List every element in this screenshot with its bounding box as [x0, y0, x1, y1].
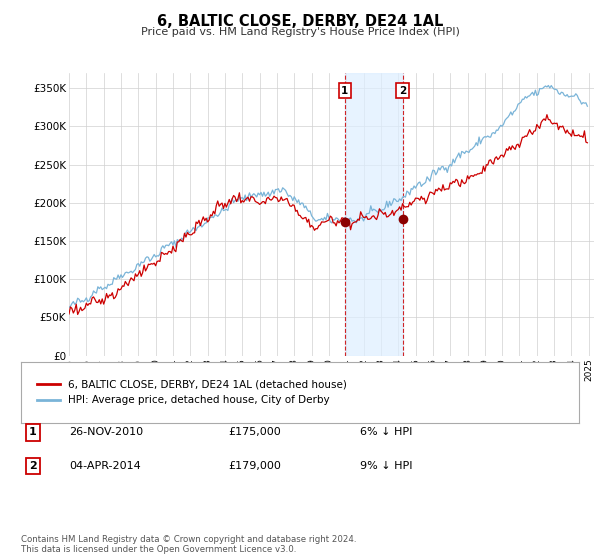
Text: 6, BALTIC CLOSE, DERBY, DE24 1AL: 6, BALTIC CLOSE, DERBY, DE24 1AL — [157, 14, 443, 29]
Bar — [345, 73, 403, 356]
Text: 26-NOV-2010: 26-NOV-2010 — [69, 427, 143, 437]
Text: Contains HM Land Registry data © Crown copyright and database right 2024.
This d: Contains HM Land Registry data © Crown c… — [21, 535, 356, 554]
Text: £179,000: £179,000 — [228, 461, 281, 471]
Text: 1: 1 — [29, 427, 37, 437]
Text: Price paid vs. HM Land Registry's House Price Index (HPI): Price paid vs. HM Land Registry's House … — [140, 27, 460, 38]
Text: 9% ↓ HPI: 9% ↓ HPI — [360, 461, 413, 471]
Text: 1: 1 — [341, 86, 349, 96]
Text: 2: 2 — [399, 86, 406, 96]
Text: 2: 2 — [29, 461, 37, 471]
Text: 04-APR-2014: 04-APR-2014 — [69, 461, 141, 471]
Legend: 6, BALTIC CLOSE, DERBY, DE24 1AL (detached house), HPI: Average price, detached : 6, BALTIC CLOSE, DERBY, DE24 1AL (detach… — [32, 375, 352, 410]
Text: 6% ↓ HPI: 6% ↓ HPI — [360, 427, 412, 437]
Text: £175,000: £175,000 — [228, 427, 281, 437]
